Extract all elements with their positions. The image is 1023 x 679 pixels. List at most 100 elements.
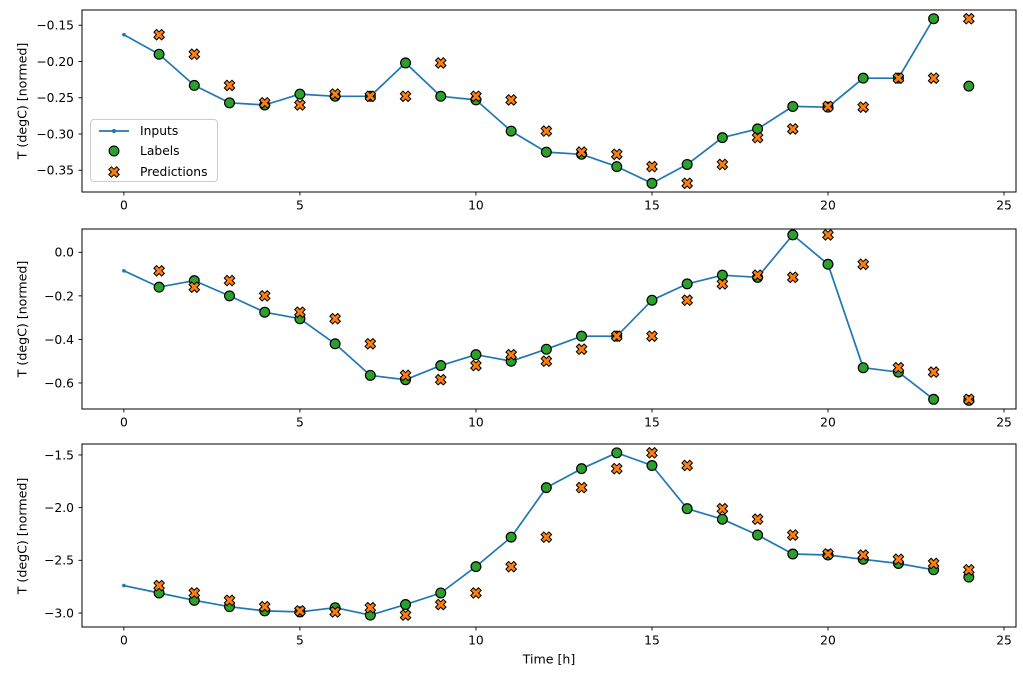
prediction-x-marker — [786, 271, 799, 284]
prediction-x-marker — [892, 72, 905, 85]
label-circle-marker — [224, 97, 236, 109]
x-tick-label: 20 — [820, 634, 836, 648]
predictions-x-icon — [108, 165, 120, 178]
prediction-x-marker — [153, 579, 166, 592]
inputs-line — [123, 18, 935, 185]
prediction-x-marker — [223, 594, 236, 607]
label-circle-marker — [752, 123, 764, 135]
prediction-x-marker — [470, 90, 482, 103]
inputs-line — [123, 451, 934, 616]
x-tick-label: 15 — [644, 416, 660, 430]
subplot-1: 0 5 10 15 20 25 −0.15 −0.20 −0.25 −0.30 −0.35 — [36, 9, 1017, 213]
prediction-x-marker — [153, 264, 166, 277]
label-circle-marker — [963, 80, 975, 92]
prediction-x-marker — [610, 330, 623, 343]
prediction-x-marker — [962, 12, 975, 25]
prediction-x-marker — [505, 348, 518, 361]
input-dot-marker — [122, 32, 126, 37]
y-tick-label: −2.5 — [44, 554, 74, 568]
label-circle-marker — [716, 132, 728, 144]
prediction-x-marker — [927, 72, 940, 85]
x-tick-label: 0 — [120, 199, 128, 213]
label-circle-marker — [329, 338, 341, 350]
prediction-x-marker — [962, 563, 975, 576]
label-circle-marker — [470, 349, 482, 361]
prediction-x-marker — [575, 481, 588, 494]
label-circle-marker — [716, 513, 728, 525]
legend-label-predictions: Predictions — [140, 164, 208, 179]
label-circle-marker — [540, 482, 552, 494]
y-tick-label: −0.30 — [36, 127, 74, 141]
axes-box — [81, 9, 1017, 193]
prediction-x-marker — [399, 609, 412, 622]
label-circle-marker — [576, 330, 588, 342]
y-axis-label-subplot-1: T (degC) [normed] — [14, 42, 30, 160]
prediction-x-marker — [434, 598, 447, 611]
prediction-x-marker — [540, 355, 553, 368]
prediction-x-marker — [751, 131, 764, 144]
label-circle-marker — [928, 13, 940, 25]
label-circle-marker — [857, 362, 869, 374]
prediction-x-marker — [258, 600, 271, 613]
prediction-x-marker — [364, 90, 377, 103]
inputs-line-dot-icon — [99, 129, 129, 134]
x-tick-label: 10 — [468, 416, 484, 430]
prediction-x-marker — [434, 373, 447, 386]
prediction-x-marker — [293, 99, 306, 111]
label-circle-marker — [928, 393, 940, 405]
prediction-x-marker — [646, 330, 658, 343]
label-circle-marker — [470, 561, 482, 573]
prediction-x-marker — [610, 462, 623, 475]
y-tick-label: −0.4 — [44, 333, 74, 347]
prediction-x-marker — [470, 587, 482, 599]
subplot-2: 0 5 10 15 20 25 0.0 −0.2 −0.4 −0.6 — [44, 228, 1017, 430]
prediction-x-marker — [716, 502, 729, 515]
label-circle-marker — [681, 503, 693, 515]
prediction-x-marker — [329, 312, 342, 325]
prediction-x-marker — [681, 459, 694, 472]
label-circle-marker — [787, 548, 799, 560]
label-circle-marker — [540, 146, 552, 158]
label-circle-marker — [646, 294, 658, 306]
label-circle-marker — [435, 90, 447, 102]
prediction-x-marker — [505, 560, 518, 573]
prediction-x-marker — [927, 366, 940, 379]
y-tick-label: −0.20 — [36, 55, 74, 69]
label-circle-marker — [224, 290, 236, 302]
prediction-x-marker — [927, 557, 940, 570]
inputs-line — [123, 234, 935, 400]
y-tick-label: −0.25 — [36, 91, 74, 105]
x-tick-label: 5 — [296, 634, 304, 648]
prediction-x-marker — [786, 122, 799, 135]
prediction-x-marker — [892, 553, 905, 566]
prediction-x-marker — [258, 289, 271, 302]
prediction-x-marker — [646, 446, 658, 459]
prediction-x-marker — [716, 277, 729, 290]
prediction-x-marker — [399, 90, 412, 103]
prediction-x-marker — [857, 549, 870, 561]
labels-circle-icon — [108, 145, 120, 157]
prediction-x-marker — [223, 274, 236, 287]
y-tick-label: −3.0 — [44, 606, 74, 620]
legend-item-inputs: Inputs — [97, 121, 217, 141]
x-tick-label: 20 — [820, 416, 836, 430]
prediction-x-marker — [822, 100, 834, 113]
prediction-x-marker — [751, 269, 764, 282]
y-tick-label: 0.0 — [54, 246, 74, 260]
label-circle-marker — [259, 306, 271, 318]
x-tick-label: 25 — [996, 416, 1012, 430]
prediction-x-marker — [962, 393, 975, 406]
prediction-x-marker — [258, 96, 271, 109]
prediction-x-marker — [575, 146, 588, 159]
label-circle-marker — [611, 447, 623, 459]
prediction-x-marker — [575, 343, 588, 356]
label-circle-marker — [400, 599, 412, 611]
legend-label-labels: Labels — [140, 144, 180, 159]
label-circle-marker — [787, 100, 799, 112]
legend-item-labels: Labels — [97, 141, 217, 161]
prediction-x-marker — [434, 56, 447, 69]
prediction-x-marker — [329, 605, 342, 618]
prediction-x-marker — [399, 369, 412, 382]
x-tick-label: 0 — [120, 634, 128, 648]
